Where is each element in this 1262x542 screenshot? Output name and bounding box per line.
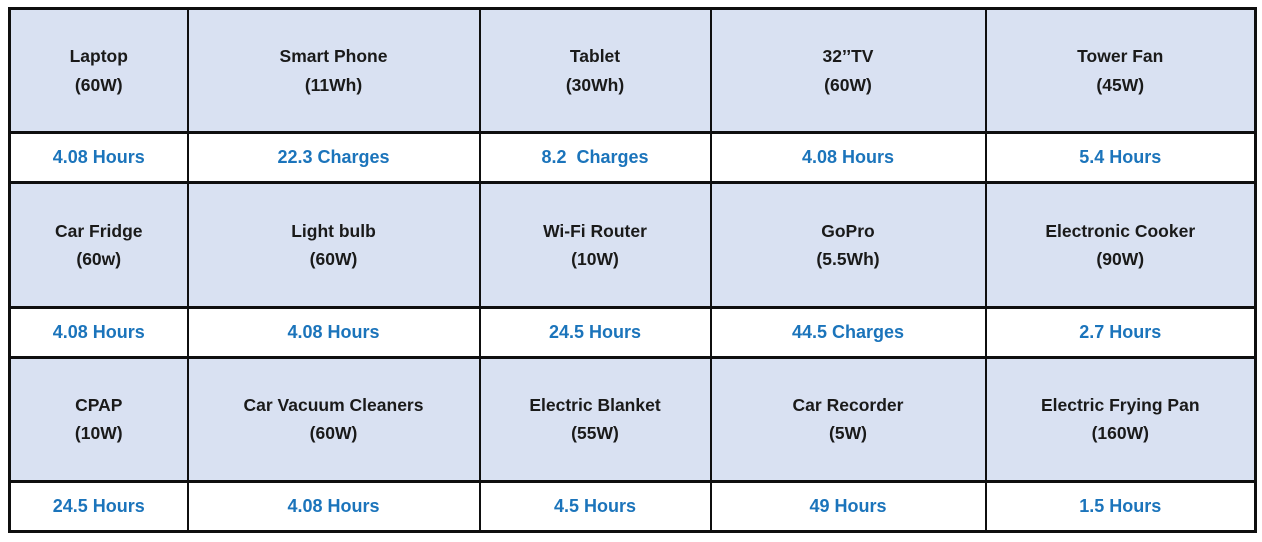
device-rating: (30Wh) <box>565 74 625 95</box>
device-rating: (60W) <box>309 248 358 269</box>
runtime-row: 4.08 Hours 4.08 Hours 24.5 Hours 44.5 Ch… <box>8 305 1257 359</box>
appliance-runtime-table: Laptop (60W) Smart Phone (11Wh) Tablet (30W… <box>8 6 1257 534</box>
runtime-value-cell: 1.5 Hours <box>984 479 1257 534</box>
device-cell: Electric Blanket (55W) <box>478 355 712 483</box>
runtime-value-cell: 8.2 Charges <box>478 131 712 185</box>
runtime-value-cell: 24.5 Hours <box>8 479 189 534</box>
runtime-value-cell: 22.3 Charges <box>186 131 481 185</box>
device-name: Tablet <box>569 46 621 67</box>
device-cell: Wi-Fi Router (10W) <box>478 181 712 309</box>
device-cell: Laptop (60W) <box>8 6 189 135</box>
device-name: Car Recorder <box>792 394 904 415</box>
device-rating: (10W) <box>74 423 123 444</box>
device-name: Car Fridge <box>54 220 143 241</box>
runtime-value-cell: 44.5 Charges <box>709 305 987 359</box>
device-rating: (55W) <box>571 423 619 444</box>
device-name: Car Vacuum Cleaners <box>243 394 424 415</box>
device-rating: (5.5Wh) <box>816 248 880 269</box>
device-cell: CPAP (10W) <box>8 355 189 483</box>
device-name: GoPro <box>821 220 875 241</box>
device-cell: Electric Frying Pan (160W) <box>984 355 1257 483</box>
device-name: Smart Phone <box>279 46 388 67</box>
device-name: Electric Frying Pan <box>1040 394 1200 415</box>
appliance-runtime-table-wrap: Laptop (60W) Smart Phone (11Wh) Tablet (30W… <box>8 6 1257 534</box>
device-rating: (10W) <box>571 248 619 269</box>
device-name: Wi-Fi Router <box>543 220 647 241</box>
runtime-value-cell: 4.08 Hours <box>8 305 189 359</box>
runtime-value-cell: 4.08 Hours <box>709 131 987 185</box>
device-rating: (60W) <box>74 74 123 95</box>
device-name: 32’’TV <box>822 46 874 67</box>
device-cell: Tablet (30Wh) <box>478 6 712 135</box>
runtime-value-cell: 4.08 Hours <box>186 305 481 359</box>
runtime-value-cell: 49 Hours <box>709 479 987 534</box>
device-row: CPAP (10W) Car Vacuum Cleaners (60W) Elect… <box>8 355 1257 483</box>
device-cell: GoPro (5.5Wh) <box>709 181 987 309</box>
device-cell: 32’’TV (60W) <box>709 6 987 135</box>
device-name: Electric Blanket <box>529 394 661 415</box>
runtime-value-cell: 5.4 Hours <box>984 131 1257 185</box>
device-rating: (60W) <box>309 423 358 444</box>
runtime-value-cell: 4.08 Hours <box>8 131 189 185</box>
device-cell: Car Vacuum Cleaners (60W) <box>186 355 481 483</box>
device-rating: (60w) <box>76 248 122 269</box>
runtime-row: 24.5 Hours 4.08 Hours 4.5 Hours 49 Hours… <box>8 479 1257 534</box>
device-rating: (5W) <box>829 423 867 444</box>
device-name: CPAP <box>75 394 123 415</box>
device-name: Electronic Cooker <box>1045 220 1196 241</box>
device-cell: Smart Phone (11Wh) <box>186 6 481 135</box>
device-cell: Light bulb (60W) <box>186 181 481 309</box>
device-cell: Car Fridge (60w) <box>8 181 189 309</box>
device-cell: Electronic Cooker (90W) <box>984 181 1257 309</box>
runtime-value-cell: 4.08 Hours <box>186 479 481 534</box>
device-row: Laptop (60W) Smart Phone (11Wh) Tablet (30W… <box>8 6 1257 135</box>
runtime-value-cell: 24.5 Hours <box>478 305 712 359</box>
device-row: Car Fridge (60w) Light bulb (60W) Wi-Fi Ro… <box>8 181 1257 309</box>
device-rating: (11Wh) <box>304 74 363 95</box>
runtime-value-cell: 4.5 Hours <box>478 479 712 534</box>
device-rating: (160W) <box>1091 423 1149 444</box>
device-rating: (90W) <box>1096 248 1145 269</box>
runtime-row: 4.08 Hours 22.3 Charges 8.2 Charges 4.08… <box>8 131 1257 185</box>
device-name: Light bulb <box>291 220 376 241</box>
device-rating: (45W) <box>1096 74 1145 95</box>
device-rating: (60W) <box>824 74 872 95</box>
device-name: Tower Fan <box>1077 46 1164 67</box>
device-cell: Car Recorder (5W) <box>709 355 987 483</box>
device-cell: Tower Fan (45W) <box>984 6 1257 135</box>
device-name: Laptop <box>69 46 128 67</box>
runtime-value-cell: 2.7 Hours <box>984 305 1257 359</box>
